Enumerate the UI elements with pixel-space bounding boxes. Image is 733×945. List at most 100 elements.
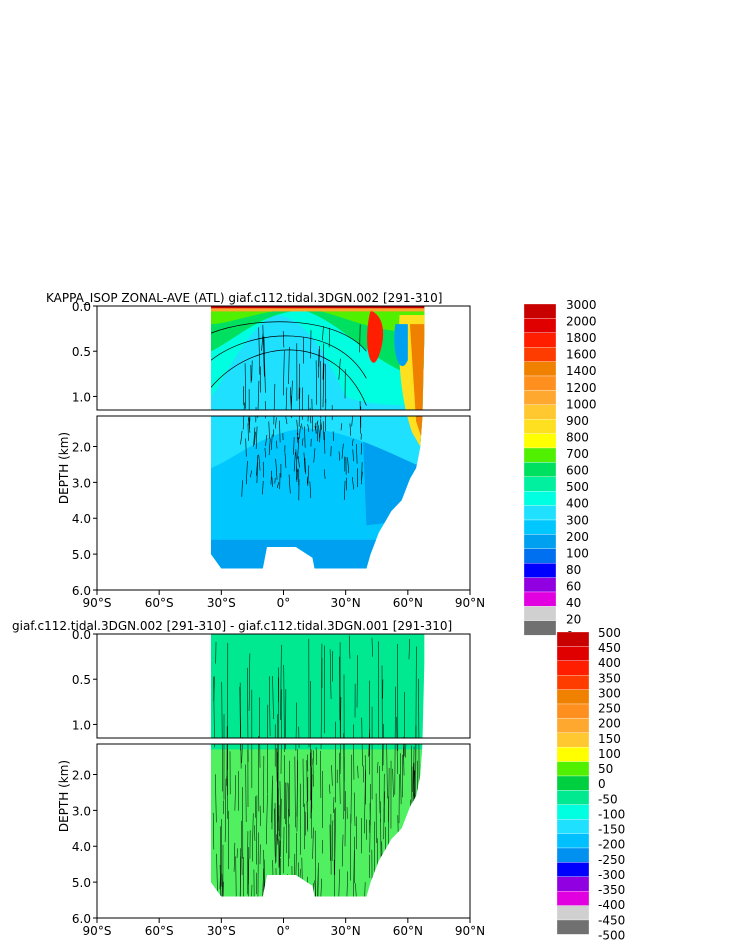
x-tick-label: 30°N	[331, 924, 361, 938]
colorbar-swatch	[523, 519, 557, 535]
y-tick-label: 6.0	[72, 912, 91, 926]
colorbar-swatch	[523, 548, 557, 564]
panel-2	[93, 631, 590, 935]
colorbar-label: 1800	[566, 331, 597, 345]
colorbar-swatch	[523, 347, 557, 362]
colorbar-label: -350	[598, 883, 625, 897]
colorbar-label: 450	[598, 641, 621, 655]
x-tick-label: 90°N	[455, 924, 485, 938]
colorbar-swatch	[523, 534, 557, 549]
colorbar-swatch	[523, 361, 557, 377]
colorbar-swatch	[523, 462, 557, 477]
y-tick-label: 2.0	[72, 440, 91, 454]
colorbar-swatch	[523, 491, 557, 506]
colorbar-swatch	[523, 433, 557, 449]
colorbar-label: -300	[598, 868, 625, 882]
x-tick-label: 90°N	[455, 596, 485, 610]
colorbar-swatch	[556, 775, 590, 791]
colorbar-label: 600	[566, 464, 589, 478]
colorbar-label: -500	[598, 928, 625, 942]
x-tick-label: 30°S	[207, 596, 236, 610]
colorbar-label: 50	[598, 762, 613, 776]
y-tick-label: 6.0	[72, 584, 91, 598]
chart-title: KAPPA_ISOP ZONAL-AVE (ATL) giaf.c112.tid…	[46, 291, 442, 305]
colorbar-label: 200	[566, 530, 589, 544]
colorbar-swatch	[556, 703, 590, 719]
y-tick-label: 3.0	[72, 476, 91, 490]
x-tick-label: 30°N	[331, 596, 361, 610]
colorbar-label: -150	[598, 823, 625, 837]
y-tick-label: 3.0	[72, 804, 91, 818]
colorbar-label: 500	[598, 626, 621, 640]
colorbar-swatch	[523, 577, 557, 593]
field-bottom	[210, 539, 425, 569]
y-tick-label: 4.0	[72, 840, 91, 854]
colorbar-label: 40	[566, 596, 581, 610]
colorbar-swatch	[556, 646, 590, 661]
colorbar-swatch	[523, 620, 557, 636]
colorbar-label: 900	[566, 414, 589, 428]
y-tick-label: 0.0	[72, 300, 91, 314]
colorbar-swatch	[556, 833, 590, 849]
colorbar-swatch	[556, 718, 590, 733]
panel-gap	[97, 410, 470, 416]
colorbar-swatch	[523, 303, 557, 319]
colorbar-label: 300	[598, 686, 621, 700]
colorbar-swatch	[556, 905, 590, 921]
colorbar-label: 1200	[566, 381, 597, 395]
colorbar-label: 400	[598, 656, 621, 670]
chart-title: giaf.c112.tidal.3DGN.002 [291-310] - gia…	[12, 619, 452, 633]
field-surface	[210, 306, 425, 312]
y-tick-label: 0.5	[72, 673, 91, 687]
x-tick-label: 60°S	[145, 596, 174, 610]
colorbar-swatch	[556, 891, 590, 906]
upper-frame	[96, 633, 471, 739]
colorbar-label: 250	[598, 702, 621, 716]
colorbar-label: 0	[598, 777, 606, 791]
colorbar-swatch	[556, 660, 590, 676]
colorbar-label: 20	[566, 613, 581, 627]
x-tick-label: 60°N	[393, 924, 423, 938]
colorbar-label: -50	[598, 792, 618, 806]
colorbar-swatch	[523, 447, 557, 463]
colorbar-swatch	[523, 375, 557, 391]
colorbar-swatch	[523, 505, 557, 521]
colorbar-label: 500	[566, 480, 589, 494]
colorbar-swatch	[556, 675, 590, 690]
colorbar-swatch	[523, 318, 557, 333]
y-axis-label: DEPTH (km)	[57, 760, 71, 832]
colorbar-swatch	[556, 790, 590, 805]
colorbar-label: 300	[566, 513, 589, 527]
colorbar-label: 200	[598, 717, 621, 731]
colorbar-label: -250	[598, 853, 625, 867]
x-tick-label: 30°S	[207, 924, 236, 938]
x-tick-label: 90°S	[83, 924, 112, 938]
colorbar-label: 100	[598, 747, 621, 761]
colorbar-label: -200	[598, 838, 625, 852]
field-layer	[210, 306, 425, 569]
x-tick-label: 0°	[277, 924, 291, 938]
colorbar-label: -450	[598, 913, 625, 927]
colorbar-swatch	[556, 847, 590, 863]
x-tick-label: 90°S	[83, 596, 112, 610]
colorbar-swatch	[523, 419, 557, 434]
panel-1	[93, 303, 557, 636]
x-tick-label: 0°	[277, 596, 291, 610]
y-tick-label: 1.0	[72, 390, 91, 404]
field-layer	[210, 634, 425, 897]
colorbar-label: -400	[598, 898, 625, 912]
colorbar-swatch	[556, 747, 590, 762]
y-tick-label: 4.0	[72, 512, 91, 526]
colorbar-label: 100	[566, 546, 589, 560]
colorbar-swatch	[556, 761, 590, 777]
colorbar-label: 60	[566, 580, 581, 594]
field-blue-eddy	[394, 324, 408, 367]
x-tick-label: 60°S	[145, 924, 174, 938]
colorbar-label: 3000	[566, 298, 597, 312]
colorbar-swatch	[523, 476, 557, 492]
y-tick-label: 0.5	[72, 345, 91, 359]
colorbar-swatch	[523, 390, 557, 405]
y-axis-label: DEPTH (km)	[57, 432, 71, 504]
field-red-patch	[367, 310, 384, 363]
